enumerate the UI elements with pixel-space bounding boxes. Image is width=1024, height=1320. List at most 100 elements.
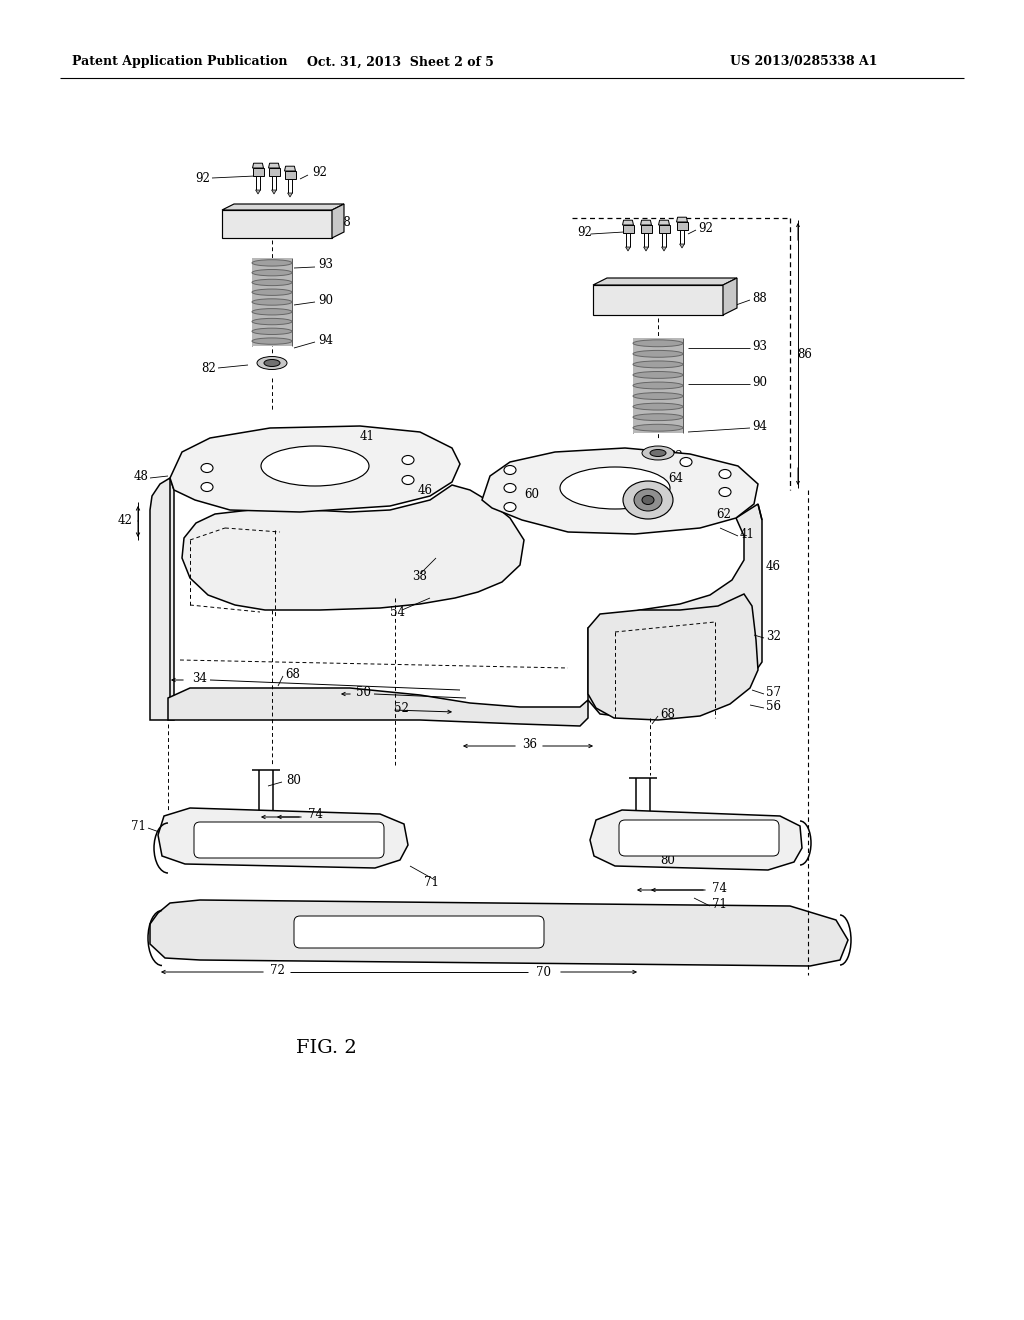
Polygon shape [158, 808, 408, 869]
Polygon shape [285, 166, 296, 172]
Text: 74: 74 [308, 808, 323, 821]
Ellipse shape [252, 269, 292, 276]
Ellipse shape [633, 339, 683, 347]
Text: 88: 88 [752, 292, 767, 305]
Polygon shape [593, 279, 737, 285]
Ellipse shape [504, 466, 516, 474]
Polygon shape [182, 484, 524, 610]
Ellipse shape [201, 463, 213, 473]
Text: 94: 94 [318, 334, 333, 346]
Polygon shape [150, 478, 174, 719]
Text: US 2013/0285338 A1: US 2013/0285338 A1 [730, 55, 878, 69]
Text: 90: 90 [752, 375, 767, 388]
Text: 46: 46 [766, 560, 781, 573]
Polygon shape [256, 190, 260, 194]
Polygon shape [482, 447, 758, 535]
Polygon shape [288, 193, 293, 197]
Polygon shape [253, 168, 263, 176]
Ellipse shape [623, 480, 673, 519]
Polygon shape [222, 210, 332, 238]
Polygon shape [680, 244, 684, 248]
Ellipse shape [633, 413, 683, 421]
Ellipse shape [642, 446, 674, 459]
Polygon shape [640, 220, 651, 224]
Text: 57: 57 [766, 685, 781, 698]
Text: 71: 71 [712, 898, 727, 911]
Text: 36: 36 [522, 738, 537, 751]
Ellipse shape [633, 360, 683, 368]
Polygon shape [268, 168, 280, 176]
Text: 82: 82 [668, 450, 683, 462]
Text: 70: 70 [536, 965, 551, 978]
Ellipse shape [642, 495, 654, 504]
Text: 50: 50 [356, 685, 371, 698]
Text: 82: 82 [202, 362, 216, 375]
Ellipse shape [504, 503, 516, 511]
Text: 52: 52 [394, 701, 409, 714]
Ellipse shape [633, 403, 683, 411]
Text: 71: 71 [424, 875, 439, 888]
Ellipse shape [719, 487, 731, 496]
Text: 54: 54 [390, 606, 406, 619]
Text: 32: 32 [766, 630, 781, 643]
Ellipse shape [633, 424, 683, 432]
Polygon shape [588, 504, 762, 718]
Ellipse shape [257, 356, 287, 370]
Text: 80: 80 [660, 854, 675, 866]
Text: FIG. 2: FIG. 2 [296, 1039, 356, 1057]
Text: Patent Application Publication: Patent Application Publication [72, 55, 288, 69]
Ellipse shape [504, 483, 516, 492]
Text: 88: 88 [336, 215, 351, 228]
Text: 42: 42 [117, 513, 132, 527]
Polygon shape [150, 900, 848, 966]
Text: 92: 92 [312, 166, 327, 180]
FancyBboxPatch shape [194, 822, 384, 858]
Polygon shape [593, 285, 723, 315]
Text: 41: 41 [360, 429, 375, 442]
Ellipse shape [264, 359, 280, 367]
Text: 46: 46 [418, 483, 433, 496]
Text: 90: 90 [318, 293, 333, 306]
Text: 48: 48 [133, 470, 148, 483]
Ellipse shape [402, 475, 414, 484]
Ellipse shape [402, 455, 414, 465]
Text: 94: 94 [752, 420, 767, 433]
Polygon shape [222, 205, 344, 210]
Text: 92: 92 [577, 226, 592, 239]
Polygon shape [285, 172, 296, 180]
Ellipse shape [252, 289, 292, 296]
Polygon shape [658, 224, 670, 234]
Ellipse shape [633, 371, 683, 379]
Polygon shape [623, 224, 634, 234]
Ellipse shape [201, 483, 213, 491]
Text: 68: 68 [285, 668, 300, 681]
Text: 41: 41 [740, 528, 755, 540]
Text: 72: 72 [270, 964, 285, 977]
Polygon shape [268, 164, 280, 168]
Ellipse shape [634, 488, 662, 511]
Text: 80: 80 [286, 774, 301, 787]
Ellipse shape [252, 298, 292, 305]
Text: 71: 71 [131, 820, 146, 833]
Text: 93: 93 [752, 339, 767, 352]
Polygon shape [677, 218, 687, 222]
Text: 56: 56 [766, 700, 781, 713]
Ellipse shape [560, 467, 670, 510]
Polygon shape [640, 224, 651, 234]
Ellipse shape [252, 329, 292, 334]
Ellipse shape [650, 450, 666, 457]
Text: 92: 92 [698, 222, 713, 235]
Ellipse shape [633, 381, 683, 389]
Text: 93: 93 [318, 259, 333, 272]
Text: 62: 62 [716, 507, 731, 520]
Ellipse shape [252, 309, 292, 315]
Ellipse shape [252, 260, 292, 267]
Polygon shape [588, 594, 758, 719]
FancyBboxPatch shape [618, 820, 779, 855]
Polygon shape [271, 190, 276, 194]
Polygon shape [626, 247, 631, 251]
Ellipse shape [252, 338, 292, 345]
Polygon shape [332, 205, 344, 238]
Text: 86: 86 [797, 347, 812, 360]
FancyBboxPatch shape [633, 338, 683, 433]
